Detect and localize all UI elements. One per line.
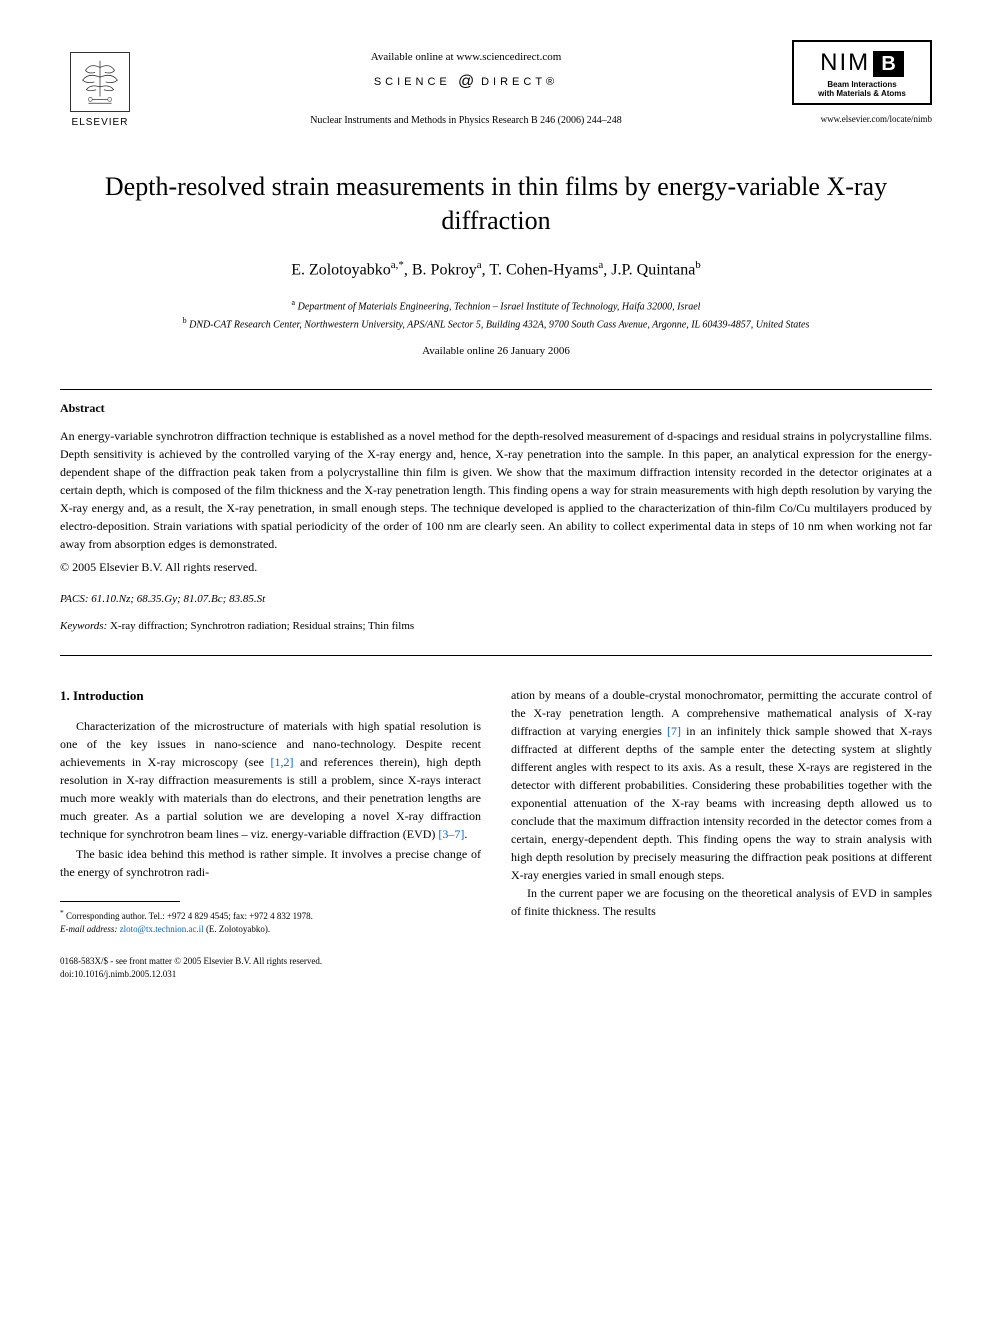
affil-a-text: Department of Materials Engineering, Tec… bbox=[295, 302, 700, 313]
nimb-logo: NIM B Beam Interactions with Materials &… bbox=[792, 40, 932, 125]
nimb-b-badge: B bbox=[873, 51, 903, 77]
footer-meta: 0168-583X/$ - see front matter © 2005 El… bbox=[60, 955, 481, 980]
nimb-subtitle-1: Beam Interactions bbox=[802, 80, 922, 90]
col1-para-1: Characterization of the microstructure o… bbox=[60, 717, 481, 843]
affiliations: a Department of Materials Engineering, T… bbox=[60, 297, 932, 332]
author-3-affil: a bbox=[598, 259, 603, 271]
column-right: ation by means of a double-crystal monoc… bbox=[511, 686, 932, 981]
col1-para-2: The basic idea behind this method is rat… bbox=[60, 845, 481, 881]
publication-date: Available online 26 January 2006 bbox=[60, 344, 932, 359]
copyright-line: © 2005 Elsevier B.V. All rights reserved… bbox=[60, 559, 932, 576]
pacs-line: PACS: 61.10.Nz; 68.35.Gy; 81.07.Bc; 83.8… bbox=[60, 592, 932, 607]
abstract-heading: Abstract bbox=[60, 400, 932, 417]
science-word: SCIENCE bbox=[374, 77, 451, 89]
ref-link-7[interactable]: [7] bbox=[667, 724, 681, 738]
affil-b-text: DND-CAT Research Center, Northwestern Un… bbox=[187, 319, 810, 330]
abstract-body-text: An energy-variable synchrotron diffracti… bbox=[60, 429, 932, 551]
center-header: Available online at www.sciencedirect.co… bbox=[140, 40, 792, 128]
ref-link-1-2[interactable]: [1,2] bbox=[271, 755, 294, 769]
divider-top bbox=[60, 389, 932, 390]
author-1: E. Zolotoyabko bbox=[291, 261, 391, 278]
page-container: ELSEVIER Available online at www.science… bbox=[0, 0, 992, 1021]
elsevier-label: ELSEVIER bbox=[72, 116, 129, 130]
divider-bottom bbox=[60, 655, 932, 656]
pacs-label: PACS: bbox=[60, 593, 89, 605]
author-4-affil: b bbox=[695, 259, 701, 271]
science-direct-logo: SCIENCE @ DIRECT® bbox=[140, 71, 792, 93]
available-online-text: Available online at www.sciencedirect.co… bbox=[140, 50, 792, 65]
section-1-heading: 1. Introduction bbox=[60, 686, 481, 706]
col1-p1-end: . bbox=[464, 827, 467, 841]
author-1-affil: a,* bbox=[391, 259, 404, 271]
journal-citation: Nuclear Instruments and Methods in Physi… bbox=[140, 114, 792, 128]
footnote-divider bbox=[60, 901, 180, 902]
col2-para-1: ation by means of a double-crystal monoc… bbox=[511, 686, 932, 884]
nimb-box: NIM B Beam Interactions with Materials &… bbox=[792, 40, 932, 105]
author-4: J.P. Quintana bbox=[611, 261, 695, 278]
nimb-title: NIM bbox=[820, 49, 870, 76]
body-columns: 1. Introduction Characterization of the … bbox=[60, 686, 932, 981]
col2-para-2: In the current paper we are focusing on … bbox=[511, 884, 932, 920]
footer-issn: 0168-583X/$ - see front matter © 2005 El… bbox=[60, 955, 481, 968]
author-2-affil: a bbox=[477, 259, 482, 271]
article-title: Depth-resolved strain measurements in th… bbox=[100, 170, 892, 238]
at-symbol-icon: @ bbox=[458, 73, 474, 90]
footnote-email-line: E-mail address: zloto@tx.technion.ac.il … bbox=[60, 923, 481, 936]
column-left: 1. Introduction Characterization of the … bbox=[60, 686, 481, 981]
author-2: B. Pokroy bbox=[412, 261, 477, 278]
ref-link-3-7[interactable]: [3–7] bbox=[438, 827, 464, 841]
header: ELSEVIER Available online at www.science… bbox=[60, 40, 932, 130]
footnote-corr-text: Corresponding author. Tel.: +972 4 829 4… bbox=[64, 911, 313, 921]
pacs-codes: 61.10.Nz; 68.35.Gy; 81.07.Bc; 83.85.St bbox=[89, 593, 266, 605]
author-3: T. Cohen-Hyams bbox=[489, 261, 598, 278]
journal-url: www.elsevier.com/locate/nimb bbox=[792, 113, 932, 126]
footnote-email-label: E-mail address: bbox=[60, 924, 117, 934]
direct-word: DIRECT® bbox=[481, 77, 558, 89]
footnote-email-link[interactable]: zloto@tx.technion.ac.il bbox=[117, 924, 203, 934]
abstract-body: An energy-variable synchrotron diffracti… bbox=[60, 427, 932, 553]
col2-p1-cont: in an infinitely thick sample showed tha… bbox=[511, 724, 932, 882]
keywords-text: X-ray diffraction; Synchrotron radiation… bbox=[107, 620, 414, 632]
keywords-line: Keywords: X-ray diffraction; Synchrotron… bbox=[60, 619, 932, 634]
keywords-label: Keywords: bbox=[60, 620, 107, 632]
footer-doi: doi:10.1016/j.nimb.2005.12.031 bbox=[60, 968, 481, 981]
elsevier-tree-icon bbox=[70, 52, 130, 112]
elsevier-logo: ELSEVIER bbox=[60, 40, 140, 130]
footnote-corresponding: * Corresponding author. Tel.: +972 4 829… bbox=[60, 908, 481, 923]
nimb-subtitle-2: with Materials & Atoms bbox=[802, 89, 922, 99]
footnote-email-name: (E. Zolotoyabko). bbox=[204, 924, 271, 934]
authors-line: E. Zolotoyabkoa,*, B. Pokroya, T. Cohen-… bbox=[60, 258, 932, 282]
